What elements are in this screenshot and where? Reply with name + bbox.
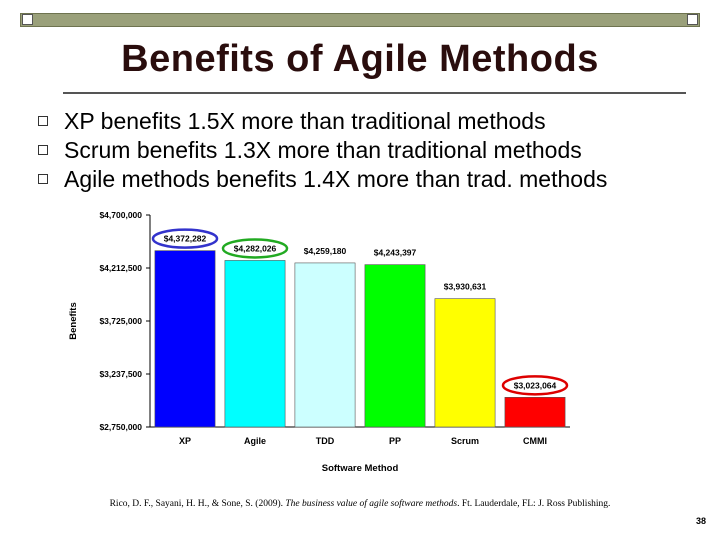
square-bullet-icon (38, 174, 48, 184)
citation-authors: Rico, D. F., Sayani, H. H., & Sone, S. (… (109, 499, 286, 509)
bar-value-label: $3,023,064 (514, 380, 557, 390)
citation-book-title: The business value of agile software met… (285, 499, 458, 509)
citation: Rico, D. F., Sayani, H. H., & Sone, S. (… (0, 499, 720, 509)
title-underline (63, 92, 686, 94)
highlight-circle (151, 228, 219, 249)
bar-value-label: $4,259,180 (304, 246, 347, 256)
square-bullet-icon (38, 145, 48, 155)
x-tick-label: Scrum (451, 436, 479, 446)
x-axis-label: Software Method (322, 463, 399, 474)
bar (364, 264, 426, 428)
bullet-text: XP benefits 1.5X more than traditional m… (64, 108, 546, 134)
x-tick-label: CMMI (523, 436, 547, 446)
bar (294, 262, 356, 428)
bullet-item: Scrum benefits 1.3X more than traditiona… (38, 136, 607, 165)
bar-value-label: $4,243,397 (374, 248, 417, 258)
top-bar-left-box (22, 14, 33, 25)
slide-title: Benefits of Agile Methods (121, 38, 599, 80)
bullet-list: XP benefits 1.5X more than traditional m… (38, 107, 607, 194)
bar-value-label: $4,282,026 (234, 243, 277, 253)
bar-value-label: $3,930,631 (444, 282, 487, 292)
bullet-text: Agile methods benefits 1.4X more than tr… (64, 166, 608, 192)
bar (224, 260, 286, 428)
top-decor-bar (20, 13, 700, 27)
bullet-item: Agile methods benefits 1.4X more than tr… (38, 165, 607, 194)
y-tick-label: $2,750,000 (99, 422, 142, 432)
y-axis-label: Benefits (68, 302, 79, 339)
bullet-item: XP benefits 1.5X more than traditional m… (38, 107, 607, 136)
y-tick-label: $4,212,500 (99, 263, 142, 273)
highlight-circle (501, 375, 569, 396)
x-tick-label: PP (389, 436, 401, 446)
bullet-text: Scrum benefits 1.3X more than traditiona… (64, 137, 582, 163)
highlight-circle (221, 238, 289, 259)
x-tick-label: Agile (244, 436, 266, 446)
x-tick-label: XP (179, 436, 191, 446)
y-tick-label: $4,700,000 (99, 210, 142, 220)
y-tick-label: $3,237,500 (99, 369, 142, 379)
benefits-bar-chart: $2,750,000 $3,237,500 $3,725,000 $4,212,500… (68, 210, 570, 474)
y-tick-label: $3,725,000 (99, 316, 142, 326)
page-number: 38 (695, 516, 706, 526)
top-bar-right-box (687, 14, 698, 25)
x-tick-label: TDD (316, 436, 335, 446)
bar (154, 250, 216, 428)
bar (434, 298, 496, 428)
bar (504, 397, 566, 428)
citation-publisher: . Ft. Lauderdale, FL: J. Ross Publishing… (457, 499, 611, 509)
bar-value-label: $4,372,282 (164, 234, 207, 244)
square-bullet-icon (38, 116, 48, 126)
